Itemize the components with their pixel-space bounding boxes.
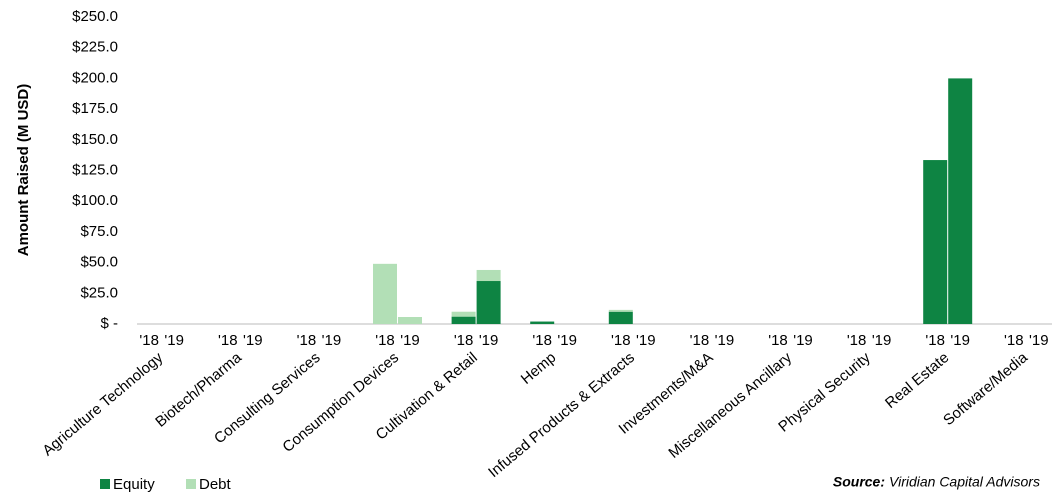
y-tick-label: $175.0 — [72, 100, 118, 117]
category-label: Hemp — [518, 349, 560, 388]
y-axis-label: Amount Raised (M USD) — [15, 84, 32, 257]
category-label: Infused Products & Extracts — [485, 349, 638, 481]
period-label: '18 — [532, 332, 552, 349]
y-tick-label: $200.0 — [72, 69, 118, 86]
period-label: '18 — [847, 332, 867, 349]
bar-segment — [923, 160, 948, 324]
period-label: '18 — [611, 332, 631, 349]
period-label: '19 — [636, 332, 656, 349]
y-tick-label: $125.0 — [72, 161, 118, 178]
y-tick-label: $100.0 — [72, 192, 118, 209]
bar-segment — [608, 311, 633, 324]
bar-segment — [451, 316, 476, 324]
period-label: '19 — [715, 332, 735, 349]
y-tick-label: $75.0 — [80, 223, 118, 240]
period-label: '19 — [1029, 332, 1049, 349]
bar-segment — [608, 309, 633, 312]
period-label: '19 — [872, 332, 892, 349]
y-tick-label: $150.0 — [72, 131, 118, 148]
period-label: '19 — [400, 332, 420, 349]
period-label: '19 — [322, 332, 342, 349]
bar-segment — [398, 317, 422, 324]
period-label: '18 — [690, 332, 710, 349]
bar-segment — [476, 269, 501, 282]
period-label: '19 — [479, 332, 499, 349]
legend-label: Equity — [113, 476, 155, 493]
period-label: '18 — [768, 332, 788, 349]
period-label: '19 — [557, 332, 577, 349]
y-tick-label: $50.0 — [80, 254, 118, 271]
bar-segment — [451, 311, 476, 317]
y-tick-label: $250.0 — [72, 8, 118, 25]
bar-segment — [373, 263, 397, 324]
source: Viridian Capital Advisors — [889, 474, 1040, 490]
period-label: '19 — [793, 332, 813, 349]
period-label: '18 — [297, 332, 317, 349]
period-label: '19 — [164, 332, 184, 349]
period-label: '18 — [1004, 332, 1024, 349]
period-label: '19 — [950, 332, 970, 349]
period-label: '18 — [925, 332, 945, 349]
period-label: '19 — [243, 332, 263, 349]
period-label: '18 — [454, 332, 474, 349]
legend-label: Debt — [199, 476, 232, 493]
period-label: '18 — [375, 332, 395, 349]
source-label: Source: — [833, 474, 885, 490]
bar-segment — [948, 78, 973, 325]
category-label: Real Estate — [882, 349, 952, 412]
category-label: Software/Media — [940, 349, 1031, 429]
y-tick-label: $225.0 — [72, 39, 118, 56]
bar-segment — [476, 281, 501, 324]
legend-swatch — [100, 479, 110, 489]
legend-swatch — [186, 479, 196, 489]
period-label: '18 — [139, 332, 159, 349]
y-tick-label: $ - — [100, 315, 118, 332]
bar-segment — [530, 321, 555, 324]
category-label: Agriculture Technology — [39, 349, 166, 460]
period-label: '18 — [218, 332, 238, 349]
y-tick-label: $25.0 — [80, 284, 118, 301]
